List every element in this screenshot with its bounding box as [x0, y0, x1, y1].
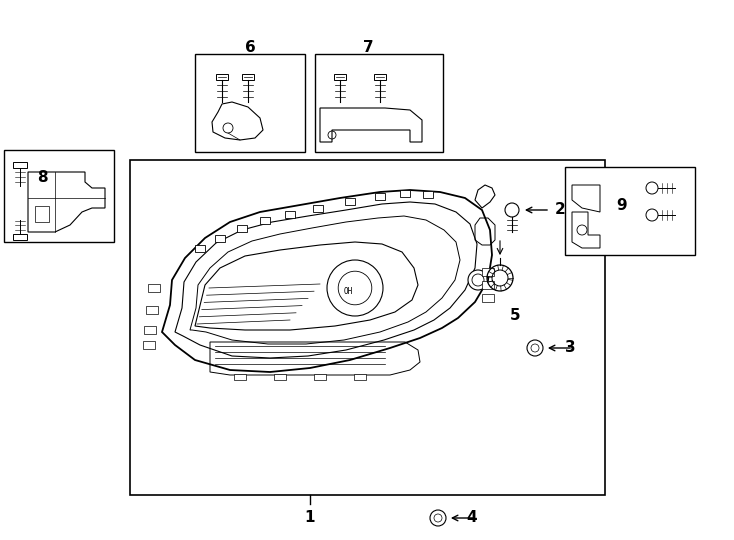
- Circle shape: [468, 270, 488, 290]
- Text: 5: 5: [509, 307, 520, 322]
- Bar: [334, 74, 346, 80]
- Bar: [345, 198, 355, 205]
- Bar: [375, 193, 385, 200]
- Bar: [565, 167, 695, 255]
- Bar: [313, 205, 323, 212]
- Bar: [237, 225, 247, 232]
- Text: 1: 1: [305, 510, 315, 525]
- Bar: [423, 191, 433, 198]
- Bar: [354, 374, 366, 380]
- Bar: [4, 150, 114, 242]
- Bar: [143, 341, 155, 349]
- Bar: [215, 235, 225, 242]
- Bar: [13, 234, 27, 240]
- Bar: [234, 374, 246, 380]
- Bar: [242, 74, 254, 80]
- Bar: [400, 190, 410, 197]
- Bar: [374, 74, 386, 80]
- Bar: [144, 326, 156, 334]
- Text: 8: 8: [37, 171, 47, 186]
- Text: 7: 7: [363, 40, 374, 56]
- Text: OH: OH: [344, 287, 352, 296]
- Bar: [216, 74, 228, 80]
- Bar: [130, 160, 605, 495]
- Bar: [195, 54, 305, 152]
- Bar: [482, 294, 494, 302]
- Bar: [482, 281, 494, 289]
- Bar: [482, 268, 494, 276]
- Text: 4: 4: [467, 510, 477, 525]
- Bar: [148, 284, 160, 292]
- Text: 3: 3: [564, 341, 575, 355]
- Bar: [314, 374, 326, 380]
- Bar: [13, 162, 27, 168]
- Bar: [195, 245, 205, 252]
- Bar: [35, 206, 49, 222]
- Text: 6: 6: [244, 40, 255, 56]
- Bar: [260, 217, 270, 224]
- Bar: [285, 211, 295, 218]
- Bar: [274, 374, 286, 380]
- Bar: [146, 306, 158, 314]
- Text: 2: 2: [555, 202, 565, 218]
- Text: 9: 9: [617, 198, 628, 213]
- Bar: [315, 54, 443, 152]
